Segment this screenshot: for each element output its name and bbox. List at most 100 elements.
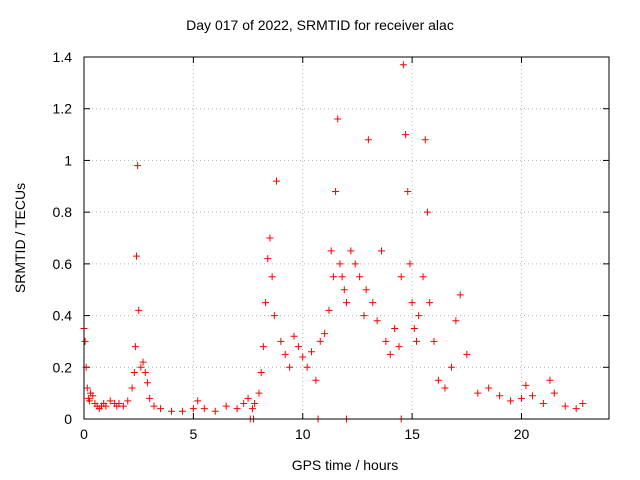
data-point <box>255 389 263 397</box>
data-point <box>135 306 143 314</box>
data-point <box>277 337 285 345</box>
data-point <box>474 389 482 397</box>
data-point <box>128 384 136 392</box>
data-point <box>248 405 256 413</box>
data-point <box>399 61 407 69</box>
data-point <box>561 402 569 410</box>
data-point <box>410 325 418 332</box>
data-point <box>334 115 342 123</box>
data-point <box>343 299 350 307</box>
data-point <box>518 394 525 402</box>
data-point <box>448 363 455 371</box>
data-point <box>266 234 274 242</box>
data-point <box>262 299 270 307</box>
data-point <box>321 330 329 338</box>
plot-frame <box>83 56 610 420</box>
data-point <box>141 368 149 376</box>
data-point <box>211 407 219 415</box>
data-point <box>426 299 434 307</box>
data-point <box>340 286 348 294</box>
data-point <box>434 376 442 384</box>
y-tick-label: 0.2 <box>53 359 73 375</box>
x-tick-label: 20 <box>514 426 530 442</box>
data-point <box>550 389 558 397</box>
data-point <box>382 337 390 345</box>
data-point <box>251 399 259 407</box>
data-point <box>332 187 340 195</box>
grid-lines <box>84 57 609 419</box>
data-point <box>327 247 335 255</box>
data-point <box>286 363 294 371</box>
data-point <box>347 247 355 255</box>
y-tick-label: 0.6 <box>53 256 73 272</box>
data-point <box>463 350 471 358</box>
chart-title: Day 017 of 2022, SRMTID for receiver ala… <box>186 17 454 33</box>
data-point <box>244 394 252 402</box>
data-point <box>336 260 344 268</box>
data-point <box>85 397 93 405</box>
data-point <box>369 299 377 307</box>
data-point <box>338 273 346 281</box>
data-point <box>150 402 158 410</box>
data-point <box>290 332 298 340</box>
data-point <box>102 402 110 410</box>
data-point <box>325 306 333 314</box>
axis-tick-labels: 0 5 10 15 20 0 0.2 0.4 0.6 0.8 1 1.2 1.4 <box>53 49 530 442</box>
data-point <box>81 337 89 345</box>
data-point <box>373 317 381 325</box>
y-tick-label: 1 <box>64 152 72 168</box>
data-point <box>257 368 265 376</box>
data-point <box>83 384 91 392</box>
x-tick-label: 5 <box>189 426 197 442</box>
data-point <box>264 255 272 263</box>
data-point <box>395 343 403 351</box>
data-point <box>131 343 139 351</box>
data-point <box>452 317 460 325</box>
data-points <box>80 61 587 423</box>
x-axis-label: GPS time / hours <box>291 457 399 473</box>
data-point <box>281 350 289 358</box>
data-point <box>329 273 337 281</box>
data-point <box>316 337 324 345</box>
data-point <box>430 337 438 345</box>
x-tick-label: 0 <box>80 426 88 442</box>
data-point <box>507 397 515 405</box>
data-point <box>139 358 147 366</box>
y-tick-label: 0 <box>64 411 72 427</box>
y-tick-label: 0.4 <box>53 308 73 324</box>
data-point <box>222 402 230 410</box>
data-point <box>391 325 399 332</box>
data-point <box>539 399 547 407</box>
data-point <box>137 363 145 371</box>
data-point <box>419 273 427 281</box>
data-point <box>312 376 320 384</box>
data-point <box>240 399 248 407</box>
y-tick-label: 1.2 <box>53 101 73 117</box>
data-point <box>485 384 493 392</box>
axis-ticks <box>83 56 609 420</box>
data-point <box>146 394 154 402</box>
data-point <box>528 392 536 400</box>
data-point <box>404 187 412 195</box>
data-point <box>143 379 151 387</box>
data-point <box>130 368 138 376</box>
data-point <box>134 162 142 170</box>
y-tick-label: 0.8 <box>53 204 73 220</box>
x-tick-label: 10 <box>295 426 311 442</box>
data-point <box>423 208 431 216</box>
data-point <box>303 363 311 371</box>
data-point <box>522 381 530 389</box>
data-point <box>200 405 208 413</box>
data-point <box>259 343 267 351</box>
data-point <box>378 247 385 255</box>
data-point <box>268 273 276 281</box>
data-point <box>157 405 165 413</box>
data-point <box>546 376 554 384</box>
data-point <box>299 353 307 361</box>
x-tick-label: 15 <box>404 426 420 442</box>
data-point <box>362 286 370 294</box>
data-point <box>408 299 416 307</box>
data-point <box>456 291 464 299</box>
data-point <box>351 260 359 268</box>
